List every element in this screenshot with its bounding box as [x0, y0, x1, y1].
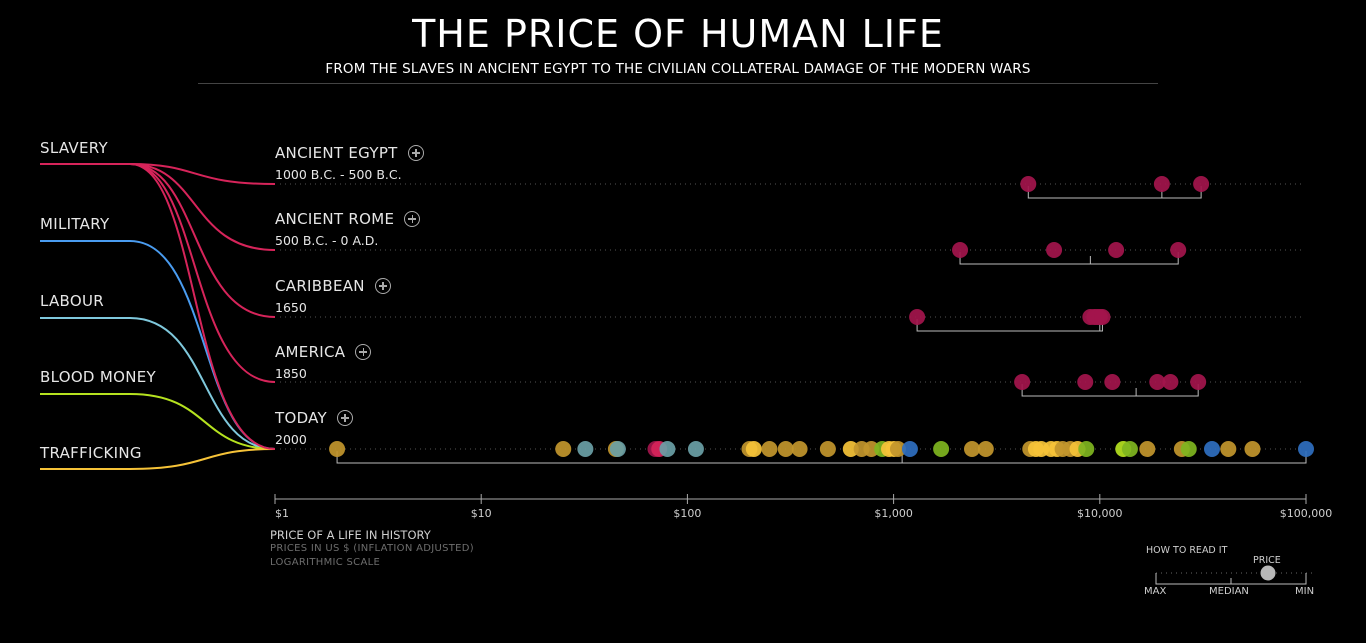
x-tick-label: $10,000: [1077, 507, 1123, 520]
data-point: [1020, 176, 1037, 192]
data-point: [952, 242, 969, 258]
era-name-label: TODAY: [275, 409, 328, 427]
era-america: AMERICA: [275, 343, 372, 361]
flow-curve: [129, 163, 276, 383]
legend-price-label: PRICE: [1253, 555, 1281, 566]
data-point: [1203, 441, 1220, 457]
data-point: [1014, 374, 1031, 390]
legend-title: HOW TO READ IT: [1146, 545, 1228, 556]
data-point: [1162, 374, 1179, 390]
data-point: [1108, 242, 1125, 258]
data-point: [577, 441, 594, 457]
x-tick-label: $1: [275, 507, 289, 520]
era-name-label: AMERICA: [275, 343, 346, 361]
era-date: 1650: [275, 300, 307, 315]
data-point: [761, 441, 778, 457]
expand-plus-icon[interactable]: [337, 410, 354, 426]
category-trafficking[interactable]: TRAFFICKING: [40, 444, 142, 462]
legend-price-dot: [1260, 565, 1276, 581]
flow-curve: [129, 163, 276, 318]
data-point: [1244, 441, 1261, 457]
axis-title: PRICE OF A LIFE IN HISTORY: [270, 528, 431, 542]
x-tick-label: $1,000: [874, 507, 913, 520]
data-point: [1046, 242, 1063, 258]
data-point: [1220, 441, 1237, 457]
data-point: [1149, 374, 1166, 390]
page-subtitle: FROM THE SLAVES IN ANCIENT EGYPT TO THE …: [325, 61, 1031, 77]
era-date: 1850: [275, 366, 307, 381]
expand-plus-icon[interactable]: [407, 145, 424, 161]
data-point: [555, 441, 572, 457]
page-title: THE PRICE OF HUMAN LIFE: [412, 12, 944, 56]
axis-note-inflation: PRICES IN US $ (INFLATION ADJUSTED): [270, 543, 474, 554]
era-ancient-rome: ANCIENT ROME: [275, 210, 421, 228]
range-bracket: [916, 319, 1103, 332]
flow-curve: [129, 393, 276, 450]
data-point: [1139, 441, 1156, 457]
data-point: [933, 441, 950, 457]
data-point: [977, 441, 994, 457]
era-name-label: CARIBBEAN: [275, 277, 365, 295]
range-bracket: [959, 252, 1179, 265]
category-military[interactable]: MILITARY: [40, 215, 110, 233]
legend-max-label: MAX: [1144, 586, 1167, 597]
data-point: [909, 309, 926, 325]
data-point: [1104, 374, 1121, 390]
era-caribbean: CARIBBEAN: [275, 277, 391, 295]
expand-plus-icon[interactable]: [404, 211, 421, 227]
range-bracket: [1021, 384, 1199, 397]
category-blood-money[interactable]: BLOOD MONEY: [40, 368, 156, 386]
era-name-label: ANCIENT ROME: [275, 210, 395, 228]
era-ancient-egypt: ANCIENT EGYPT: [275, 144, 424, 162]
data-point: [1170, 242, 1187, 258]
data-point: [745, 441, 762, 457]
data-point: [1180, 441, 1197, 457]
x-tick-label: $100,000: [1280, 507, 1333, 520]
data-point: [687, 441, 704, 457]
era-today: TODAY: [275, 409, 354, 427]
data-point: [1153, 176, 1170, 192]
legend-median-label: MEDIAN: [1209, 586, 1249, 597]
data-point: [1190, 374, 1207, 390]
flow-curve: [129, 317, 276, 450]
legend-min-label: MIN: [1295, 586, 1315, 597]
flow-curve: [129, 163, 276, 251]
data-point: [777, 441, 794, 457]
data-point: [1078, 441, 1095, 457]
data-point: [1298, 441, 1314, 457]
flow-curve: [129, 163, 276, 450]
data-point: [1094, 309, 1111, 325]
era-date: 2000: [275, 432, 307, 447]
data-point: [609, 441, 626, 457]
data-point: [963, 441, 980, 457]
axis-note-scale: LOGARITHMIC SCALE: [270, 557, 381, 568]
x-tick-label: $10: [471, 507, 492, 520]
data-point: [1077, 374, 1094, 390]
category-slavery[interactable]: SLAVERY: [40, 139, 108, 157]
data-point: [659, 441, 676, 457]
flow-curve: [129, 448, 276, 470]
era-date: 500 B.C. - 0 A.D.: [275, 233, 379, 248]
category-labour[interactable]: LABOUR: [40, 292, 104, 310]
data-point: [819, 441, 836, 457]
expand-plus-icon[interactable]: [355, 344, 372, 360]
flow-curve: [129, 240, 276, 450]
title-divider: [198, 83, 1158, 84]
data-point: [329, 441, 346, 457]
x-tick-label: $100: [673, 507, 701, 520]
data-point: [889, 441, 906, 457]
data-point: [901, 441, 918, 457]
data-point: [791, 441, 808, 457]
era-name-label: ANCIENT EGYPT: [275, 144, 398, 162]
expand-plus-icon[interactable]: [374, 278, 391, 294]
data-point: [1193, 176, 1210, 192]
data-point: [1121, 441, 1138, 457]
flow-curve: [129, 163, 276, 185]
era-date: 1000 B.C. - 500 B.C.: [275, 167, 402, 182]
range-bracket: [1027, 186, 1202, 199]
